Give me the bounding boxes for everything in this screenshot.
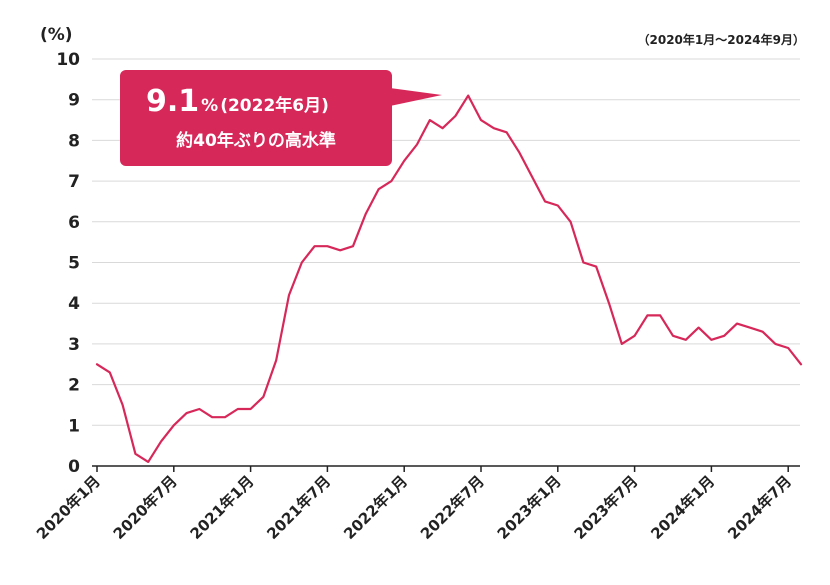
y-unit-label: (%): [40, 25, 73, 45]
y-tick-label: 9: [68, 91, 80, 111]
y-tick-label: 4: [68, 294, 80, 314]
grid-lines: [92, 58, 800, 426]
y-tick-label: 1: [68, 416, 80, 436]
y-tick-label: 8: [68, 131, 80, 151]
callout-value: 9.1: [146, 84, 199, 119]
x-tick-label: 2022年1月: [340, 472, 411, 543]
callout-unit: %: [201, 96, 218, 116]
callout-note: 約40年ぶりの高水準: [176, 130, 336, 151]
x-tick-label: 2020年7月: [110, 472, 181, 543]
x-tick-label: 2021年7月: [263, 472, 334, 543]
y-tick-label: 7: [68, 172, 80, 192]
x-tick-label: 2023年7月: [571, 472, 642, 543]
peak-callout: 9.1% (2022年6月) 約40年ぶりの高水準: [120, 70, 442, 166]
date-range-label: （2020年1月〜2024年9月）: [638, 32, 806, 47]
x-tick-label: 2022年7月: [417, 472, 488, 543]
y-tick-label: 3: [68, 335, 80, 355]
series-layer: [95, 94, 803, 463]
x-tick-label: 2024年7月: [724, 472, 795, 543]
callout-pointer: [390, 88, 442, 106]
x-tick-label: 2024年1月: [647, 472, 718, 543]
y-tick-label: 2: [68, 376, 80, 396]
x-tick-label: 2020年1月: [33, 472, 104, 543]
y-tick-label: 10: [56, 50, 80, 70]
x-tick-label: 2023年1月: [494, 472, 565, 543]
series-line: [95, 94, 803, 463]
y-axis-ticks: 0 1 2 3 4 5 6 7 8 9 10: [56, 50, 80, 477]
callout-headline: 9.1% (2022年6月): [146, 84, 329, 119]
x-tick-label: 2021年1月: [187, 472, 258, 543]
y-tick-label: 6: [68, 213, 80, 233]
y-tick-label: 0: [68, 457, 80, 477]
y-tick-label: 5: [68, 254, 80, 274]
x-axis: [92, 465, 800, 472]
callout-box: [120, 70, 392, 166]
x-axis-ticks: 2020年1月 2020年7月 2021年1月 2021年7月 2022年1月 2022年…: [33, 472, 795, 543]
callout-date: (2022年6月): [220, 95, 329, 116]
